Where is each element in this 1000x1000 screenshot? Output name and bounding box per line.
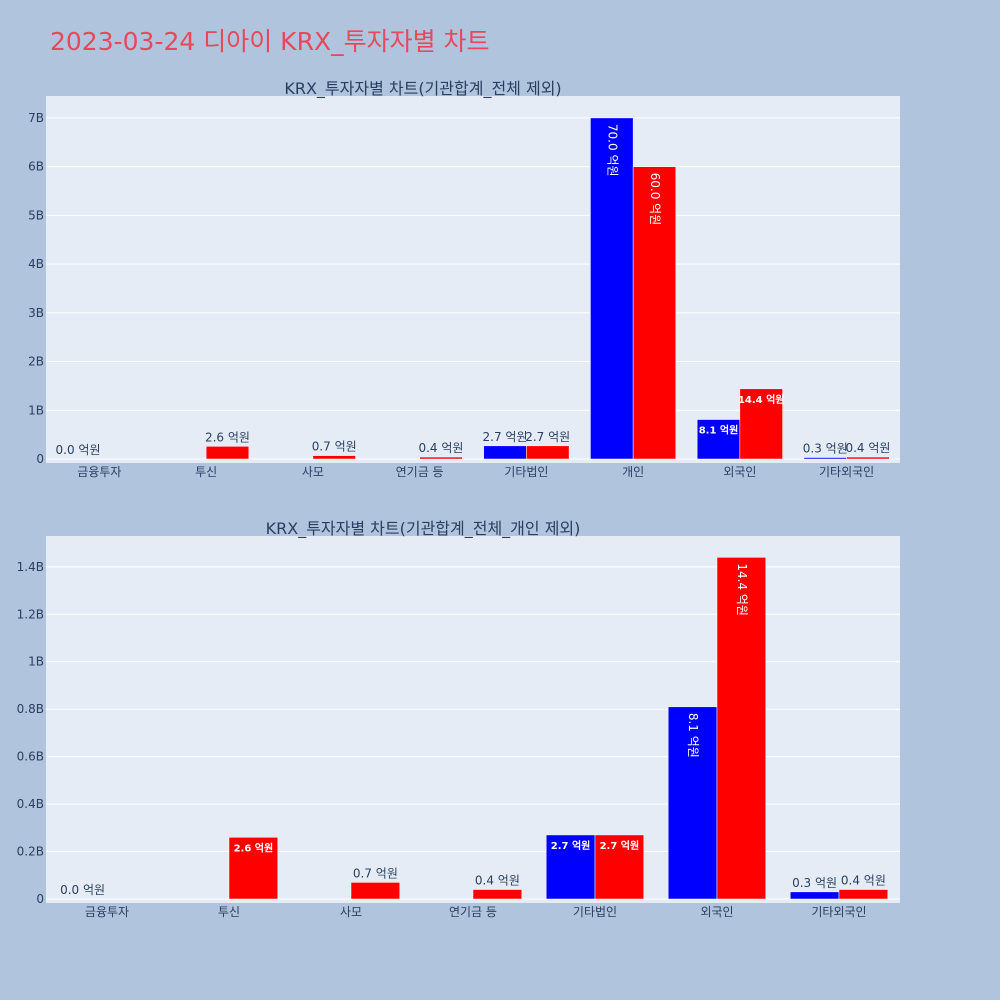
x-tick-label: 외국인 — [700, 905, 733, 919]
y-tick-label: 1B — [28, 403, 44, 417]
bar — [483, 445, 527, 460]
y-tick-label: 3B — [28, 306, 44, 320]
investor-chart-top: 0 1B 2B 3B 4B 5B 6B 7B KRX_투자자별 차트(기관합계_전체 제외) 금융… — [28, 79, 900, 479]
y-tick-label: 1B — [28, 655, 44, 669]
bar — [228, 837, 279, 900]
y-tick-label: 0 — [36, 892, 44, 906]
bar — [419, 456, 463, 460]
bar — [594, 834, 645, 900]
x-tick-label: 연기금 등 — [396, 465, 444, 479]
x-tick-label: 기타외국인 — [819, 465, 874, 479]
data-label: 2.7 억원 — [525, 430, 570, 444]
bar — [739, 388, 783, 460]
y-tick-label: 6B — [28, 160, 44, 174]
data-label: 0.7 억원 — [353, 866, 398, 880]
x-tick-label: 기타법인 — [504, 465, 548, 479]
bar — [667, 706, 718, 900]
data-label: 2.6 억원 — [205, 430, 250, 444]
bar — [838, 889, 889, 900]
y-tick-label: 7B — [28, 111, 44, 125]
data-label: 14.4 억원 — [738, 393, 785, 406]
data-label: 2.7 억원 — [600, 839, 640, 852]
y-tick-label: 0 — [36, 452, 44, 466]
x-tick-label: 기타법인 — [573, 905, 617, 919]
bar — [472, 889, 523, 900]
data-label: 0.3 억원 — [792, 876, 837, 890]
bar — [205, 446, 250, 460]
data-label: 2.6 억원 — [234, 841, 274, 854]
y-tick-label: 0.2B — [17, 845, 44, 859]
x-tick-label: 금융투자 — [77, 465, 121, 479]
chart-title: KRX_투자자별 차트(기관합계_전체 제외) — [284, 79, 561, 99]
y-tick-label: 0.6B — [17, 750, 44, 764]
x-tick-label: 외국인 — [723, 465, 756, 479]
data-label: 0.4 억원 — [841, 874, 886, 888]
chart-title: KRX_투자자별 차트(기관합계_전체_개인 제외) — [266, 519, 581, 539]
y-tick-label: 1.4B — [17, 560, 44, 574]
y-tick-label: 1.2B — [17, 607, 44, 621]
y-tick-label: 4B — [28, 257, 44, 271]
y-tick-label: 0.8B — [17, 702, 44, 716]
y-tick-label: 2B — [28, 355, 44, 369]
data-label: 8.1 억원 — [686, 713, 700, 758]
investor-chart-bottom: 0 0.2B 0.4B 0.6B 0.8B 1B 1.2B 1.4B KRX_투자자별 차트(기… — [17, 519, 900, 919]
bar — [545, 834, 596, 900]
bar — [716, 557, 767, 900]
data-label: 0.3 억원 — [803, 442, 848, 456]
bar — [632, 166, 677, 460]
data-label: 0.7 억원 — [312, 440, 357, 454]
y-tick-label: 0.4B — [17, 797, 44, 811]
bar — [312, 455, 356, 460]
x-tick-label: 투신 — [218, 905, 240, 919]
bar — [789, 891, 840, 900]
x-tick-label: 사모 — [302, 465, 324, 479]
page-title: 2023-03-24 디아이 KRX_투자자별 차트 — [50, 27, 490, 56]
data-label: 14.4 억원 — [735, 563, 749, 616]
data-label: 0.0 억원 — [56, 443, 101, 457]
data-label: 2.7 억원 — [551, 839, 591, 852]
x-tick-label: 기타외국인 — [811, 905, 866, 919]
data-label: 8.1 억원 — [699, 424, 739, 437]
data-label: 0.0 억원 — [60, 883, 105, 897]
plot-area — [46, 536, 900, 903]
bar — [350, 882, 401, 900]
data-label: 0.4 억원 — [475, 874, 520, 888]
bar — [696, 419, 741, 460]
x-tick-label: 사모 — [340, 905, 362, 919]
bar — [846, 456, 890, 460]
y-tick-label: 5B — [28, 208, 44, 222]
x-tick-label: 금융투자 — [85, 905, 129, 919]
x-tick-label: 개인 — [622, 465, 644, 479]
data-label: 2.7 억원 — [483, 430, 528, 444]
data-label: 0.4 억원 — [418, 441, 463, 455]
data-label: 60.0 억원 — [648, 173, 662, 226]
bar — [526, 445, 570, 460]
bar — [803, 457, 847, 460]
x-tick-label: 투신 — [195, 465, 217, 479]
x-tick-label: 연기금 등 — [449, 905, 497, 919]
data-label: 70.0 억원 — [605, 124, 619, 177]
data-label: 0.4 억원 — [845, 441, 890, 455]
